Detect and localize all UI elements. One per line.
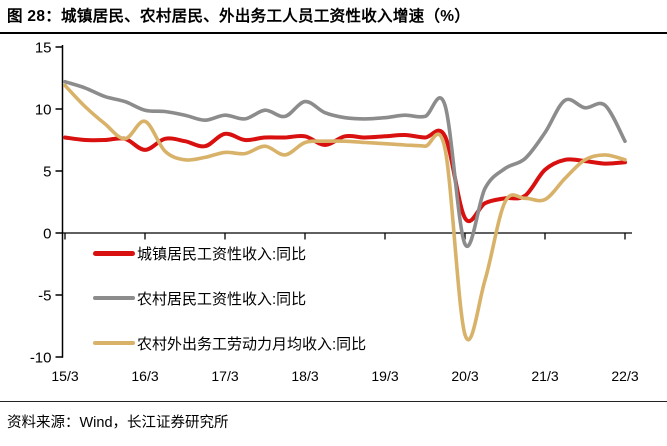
legend-swatch-urban	[93, 250, 135, 256]
x-axis-label: 15/3	[51, 368, 78, 384]
y-axis-label: 5	[43, 164, 51, 181]
x-axis-label: 21/3	[531, 368, 558, 384]
chart-title: 图 28：城镇居民、农村居民、外出务工人员工资性收入增速（%）	[7, 8, 471, 25]
series-migrant-line	[63, 83, 627, 342]
legend-item-urban: 城镇居民工资性收入:同比	[93, 243, 366, 263]
series-urban-line	[63, 128, 627, 223]
chart-legend: 城镇居民工资性收入:同比 农村居民工资性收入:同比 农村外出务工劳动力月均收入:…	[93, 243, 366, 378]
legend-label-urban: 城镇居民工资性收入:同比	[137, 245, 307, 263]
x-axis-label: 16/3	[131, 368, 158, 384]
legend-label-rural: 农村居民工资性收入:同比	[137, 290, 307, 308]
y-axis-label: -10	[30, 350, 52, 367]
y-axis-label: 10	[35, 102, 52, 119]
footer-rule	[0, 401, 667, 402]
y-axis-label: 0	[43, 226, 51, 243]
legend-swatch-rural	[93, 296, 135, 300]
y-axis-label: -5	[38, 288, 51, 305]
legend-label-migrant: 农村外出务工劳动力月均收入:同比	[137, 335, 367, 353]
legend-swatch-migrant	[93, 341, 135, 345]
x-axis-label: 18/3	[291, 368, 318, 384]
source-note: 资料来源：Wind，长江证券研究所	[7, 415, 229, 431]
x-axis-label: 19/3	[371, 368, 398, 384]
x-axis-label: 20/3	[451, 368, 478, 384]
title-rule	[0, 32, 667, 34]
x-axis-label: 17/3	[211, 368, 238, 384]
legend-item-migrant: 农村外出务工劳动力月均收入:同比	[93, 333, 366, 353]
x-axis-label: 22/3	[611, 368, 638, 384]
y-axis-label: 15	[35, 40, 52, 57]
series-rural-line	[63, 79, 627, 249]
legend-item-rural: 农村居民工资性收入:同比	[93, 288, 366, 308]
